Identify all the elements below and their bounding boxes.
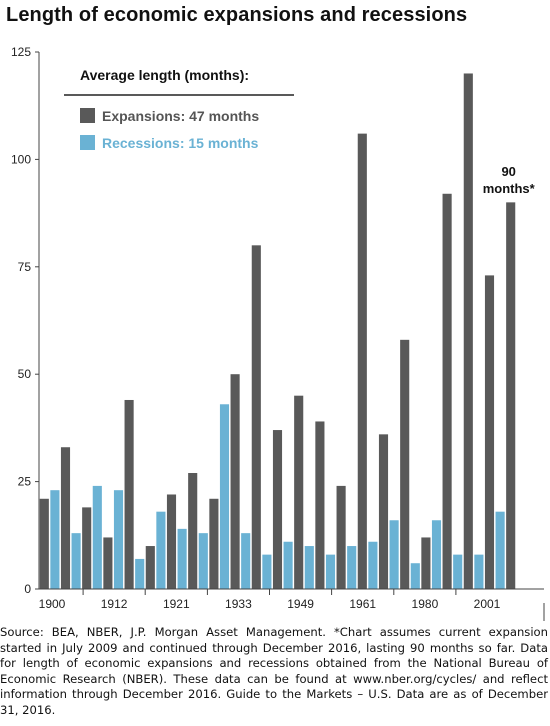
legend-label: Recessions: 15 months: [102, 135, 259, 151]
expansion-bar: [145, 546, 155, 589]
legend-label: Expansions: 47 months: [102, 108, 259, 124]
recession-bar: [71, 533, 81, 589]
recession-bar: [283, 541, 293, 589]
legend-title: Average length (months):: [80, 67, 249, 83]
recession-bar: [325, 554, 336, 589]
recession-bar: [431, 520, 442, 589]
x-tick-label: 2001: [474, 597, 501, 611]
recession-bar: [347, 546, 357, 589]
x-tick-label: 1921: [163, 597, 190, 611]
recession-bar: [368, 541, 378, 589]
recession-bar: [262, 554, 272, 589]
expansion-bar: [421, 537, 431, 589]
legend-swatch: [80, 108, 95, 123]
expansion-bar: [315, 421, 325, 589]
expansion-bar: [506, 202, 516, 590]
expansion-bar: [209, 498, 219, 589]
annotation-unit: months*: [483, 181, 536, 196]
expansion-bar: [400, 339, 410, 589]
x-tick-label: 1949: [287, 597, 314, 611]
x-tick-label: 1900: [39, 597, 66, 611]
expansion-bar: [336, 485, 346, 589]
expansion-bar: [82, 507, 92, 589]
recession-bar: [113, 490, 124, 589]
annotation-value: 90: [501, 164, 515, 179]
expansion-bar: [378, 434, 389, 589]
recession-bar: [410, 563, 420, 589]
recession-bar: [156, 511, 166, 589]
y-axis: 0 25 50 75 100 125: [11, 45, 40, 596]
recession-bar: [241, 533, 251, 589]
x-tick-label: 1933: [225, 597, 252, 611]
chart-title: Length of economic expansions and recess…: [6, 4, 468, 26]
expansion-bar: [357, 133, 367, 589]
expansion-bar: [60, 447, 71, 589]
recession-bar: [198, 533, 208, 589]
recession-bar: [474, 554, 484, 589]
recession-bar: [135, 558, 145, 589]
expansion-bar: [463, 73, 473, 590]
source-note: Source: BEA, NBER, J.P. Morgan Asset Man…: [0, 625, 548, 717]
expansion-bar: [39, 498, 49, 589]
y-tick-label: 0: [24, 582, 31, 596]
y-tick-label: 75: [18, 260, 32, 274]
expansion-bar: [272, 430, 283, 589]
expansion-bar: [188, 473, 198, 589]
y-tick-label: 50: [18, 367, 32, 381]
x-tick-label: 1912: [101, 597, 128, 611]
recession-bar: [219, 404, 230, 589]
legend-swatch: [80, 135, 95, 150]
annotation: 90 months*: [483, 164, 536, 196]
bars: [39, 73, 516, 590]
expansion-bar: [103, 537, 113, 589]
expansion-bar: [442, 193, 452, 589]
y-tick-label: 100: [11, 152, 31, 166]
expansion-bar: [124, 399, 134, 589]
expansion-bar: [484, 275, 495, 589]
expansion-bar: [251, 245, 261, 589]
recession-bar: [453, 554, 463, 589]
y-tick-label: 25: [18, 475, 32, 489]
recession-bar: [304, 546, 314, 589]
expansion-bar: [294, 395, 304, 589]
recession-bar: [495, 511, 505, 589]
recession-bar: [389, 520, 399, 589]
y-tick-label: 125: [11, 45, 31, 59]
recession-bar: [177, 528, 187, 589]
legend: Average length (months): Expansions: 47 m…: [64, 67, 294, 151]
recession-bar: [50, 490, 60, 589]
expansion-bar: [166, 494, 177, 589]
recession-bar: [92, 485, 102, 589]
x-axis: 1900 1912 1921 1933 1949 1961 1980 2001: [39, 588, 545, 621]
expansion-bar: [230, 374, 240, 589]
x-tick-label: 1980: [412, 597, 439, 611]
x-tick-label: 1961: [349, 597, 376, 611]
